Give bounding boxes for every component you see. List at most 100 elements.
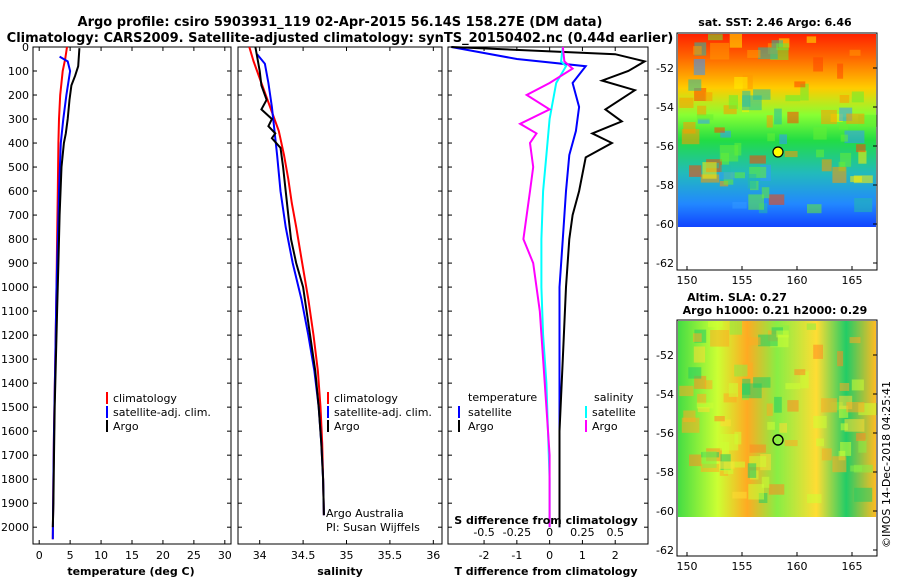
map-texture-cell xyxy=(702,451,717,468)
map-texture-cell xyxy=(856,433,866,441)
series-line-argo xyxy=(254,46,325,516)
salinity-legend: climatology satellite-adj. clim. Argo xyxy=(327,392,432,433)
difference-panel: -2 -1 0 1 2 T difference from climatology S … xyxy=(447,46,649,578)
map-texture-cell xyxy=(696,402,714,409)
map-texture-cell xyxy=(732,491,747,499)
map-texture-cell xyxy=(749,166,767,178)
map-texture-cell xyxy=(839,383,850,391)
imos-timestamp: ©IMOS 14-Dec-2018 04:25:41 xyxy=(880,381,893,548)
map-texture-cell xyxy=(858,439,867,453)
map-texture-cell xyxy=(718,461,735,469)
salinity-y-ticks xyxy=(238,46,442,528)
legend-swatch-satellite-t xyxy=(458,406,460,418)
y-tick-label: 1600 xyxy=(1,425,29,438)
map-texture-cell xyxy=(838,405,849,418)
sst-argo-location-marker xyxy=(772,146,784,158)
map-texture-cell xyxy=(747,174,757,189)
map-texture-cell xyxy=(704,380,713,390)
map-texture-cell xyxy=(806,323,817,330)
series-line-satellite-adj-clim- xyxy=(51,55,72,540)
y-tick-label: 1300 xyxy=(1,353,29,366)
y-tick-label: 0 xyxy=(22,41,29,54)
lat-tick-label: -58 xyxy=(656,466,674,479)
x-tick-label: 10 xyxy=(94,549,108,562)
map-texture-cell xyxy=(816,438,824,447)
map-texture-cell xyxy=(787,400,799,412)
map-texture-cell xyxy=(853,464,873,473)
series-line-satellite-adj-clim- xyxy=(256,53,325,516)
salinity-x-ticks: 34 34.5 35 35.5 36 xyxy=(253,47,440,562)
legend-swatch-argo xyxy=(327,420,329,432)
map-texture-cell xyxy=(723,105,737,115)
legend-label-satellite-t: satellite xyxy=(468,406,512,419)
map-texture-cell xyxy=(694,88,707,101)
lat-tick-label: -56 xyxy=(656,140,674,153)
difference-y-ticks xyxy=(448,46,648,528)
series-line-climatology xyxy=(248,46,325,516)
map-texture-cell xyxy=(849,337,861,344)
map-texture-cell xyxy=(693,59,706,76)
map-texture-cell xyxy=(728,383,738,397)
map-texture-cell xyxy=(753,377,771,388)
figure-title-line1: Argo profile: csiro 5903931_119 02-Apr-2… xyxy=(78,15,603,30)
map-texture-cell xyxy=(723,393,737,403)
sla-map-title-line1: Altim. SLA: 0.27 xyxy=(687,291,787,304)
sst-map-panel: sat. SST: 2.46 Argo: 6.46 -52 -54 -56 -58 -6… xyxy=(656,16,878,287)
x-tick-label: 25 xyxy=(187,549,201,562)
map-texture-cell xyxy=(729,321,742,335)
map-texture-cell xyxy=(758,47,778,60)
map-texture-cell xyxy=(714,416,725,422)
y-tick-label: 600 xyxy=(8,185,29,198)
y-tick-label: 1100 xyxy=(1,305,29,318)
temperature-y-ticks: 0 100 200 300 400 500 600 700 800 900 1000 1100 1200… xyxy=(1,41,231,534)
legend-label-argo-s: Argo xyxy=(592,420,618,433)
map-texture-cell xyxy=(840,423,848,431)
y-tick-label: 300 xyxy=(8,113,29,126)
y-tick-label: 400 xyxy=(8,137,29,150)
map-texture-cell xyxy=(807,494,822,504)
x-tick-label: 34 xyxy=(253,549,267,562)
map-texture-cell xyxy=(697,393,707,404)
map-texture-cell xyxy=(846,402,865,413)
legend-header-temperature: temperature xyxy=(468,391,537,404)
map-texture-cell xyxy=(688,367,702,379)
x-tick-label: 1 xyxy=(579,549,586,562)
map-texture-cell xyxy=(742,74,753,90)
y-tick-label: 800 xyxy=(8,233,29,246)
map-texture-cell xyxy=(816,149,824,158)
map-texture-cell xyxy=(844,130,865,144)
map-texture-cell xyxy=(784,151,798,158)
y-tick-label: 2000 xyxy=(1,521,29,534)
map-texture-cell xyxy=(794,81,806,88)
temperature-x-ticks: 0 5 10 15 20 25 30 xyxy=(36,47,232,562)
map-texture-cell xyxy=(697,118,710,124)
legend-swatch-climatology xyxy=(327,392,329,404)
map-texture-cell xyxy=(697,105,707,116)
y-tick-label: 1200 xyxy=(1,329,29,342)
map-texture-cell xyxy=(708,321,723,328)
legend-label-argo: Argo xyxy=(113,420,139,433)
argo-australia-credit: Argo Australia xyxy=(326,507,404,520)
lon-tick-label: 165 xyxy=(842,274,863,287)
map-texture-cell xyxy=(813,415,827,429)
lon-tick-label: 160 xyxy=(787,274,808,287)
y-tick-label: 200 xyxy=(8,89,29,102)
map-texture-cell xyxy=(854,487,873,502)
map-texture-cell xyxy=(851,91,864,103)
map-texture-cell xyxy=(785,95,801,102)
x-tick-label: 5 xyxy=(67,549,74,562)
x-tick-label: 34.5 xyxy=(291,549,316,562)
difference-x-ticks: -2 -1 0 1 2 xyxy=(479,47,619,562)
map-texture-cell xyxy=(747,50,761,58)
map-texture-cell xyxy=(732,201,747,209)
map-texture-cell xyxy=(853,175,873,184)
lon-tick-label: 155 xyxy=(732,274,753,287)
map-texture-cell xyxy=(729,461,745,468)
map-texture-cell xyxy=(794,369,806,376)
legend-swatch-argo-t xyxy=(458,420,460,432)
legend-swatch-satellite-s xyxy=(585,406,587,418)
y-tick-label: 1000 xyxy=(1,281,29,294)
lat-tick-label: -58 xyxy=(656,179,674,192)
legend-label-satellite-s: satellite xyxy=(592,406,636,419)
y-tick-label: 1500 xyxy=(1,401,29,414)
